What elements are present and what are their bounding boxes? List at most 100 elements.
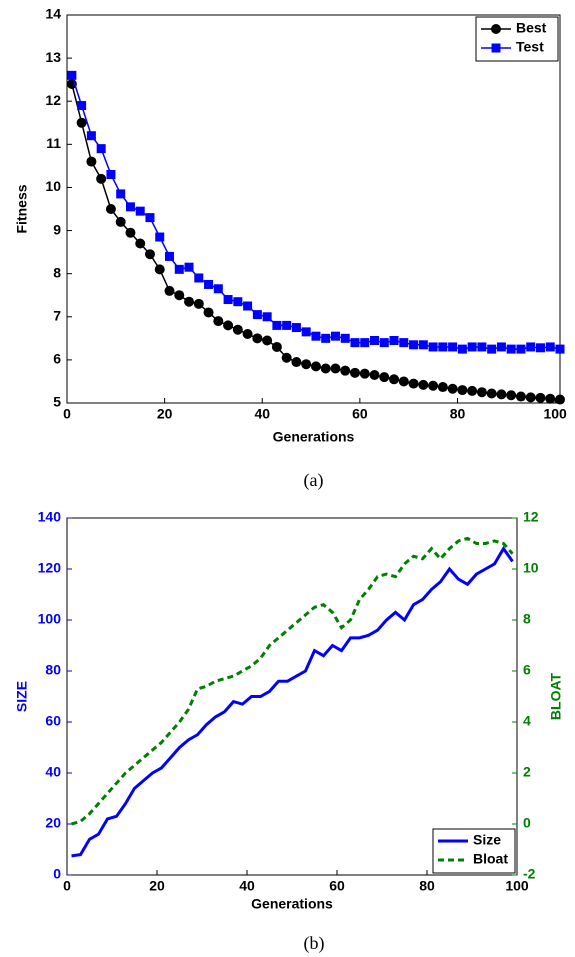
marker: [77, 101, 87, 111]
marker: [448, 342, 458, 352]
marker: [144, 249, 155, 260]
marker: [174, 290, 185, 301]
marker: [457, 385, 468, 396]
y-tick-label: 0: [53, 866, 61, 882]
marker: [310, 361, 321, 372]
plot-frame: [66, 14, 561, 404]
marker: [359, 368, 370, 379]
marker: [291, 323, 301, 333]
marker: [213, 284, 223, 294]
x-tick-label: 60: [329, 878, 345, 894]
marker: [428, 380, 439, 391]
marker: [232, 324, 243, 335]
marker: [252, 310, 262, 320]
marker: [213, 316, 224, 327]
caption: (a): [304, 470, 324, 491]
marker: [301, 327, 311, 337]
marker: [486, 388, 497, 399]
x-tick-label: 40: [254, 406, 270, 422]
marker: [106, 170, 116, 180]
y-tick-label: 8: [53, 264, 61, 280]
legend-label: Size: [473, 832, 501, 848]
series-line: [71, 83, 561, 401]
marker: [379, 372, 390, 383]
y-tick-label: 60: [45, 713, 61, 729]
marker: [555, 394, 565, 405]
marker: [437, 382, 448, 393]
marker: [349, 367, 360, 378]
y-tick-label: 9: [53, 221, 61, 237]
marker: [516, 344, 526, 354]
marker: [203, 307, 214, 318]
y-tick-label: 6: [53, 351, 61, 367]
legend-box: [432, 828, 516, 874]
marker: [545, 342, 555, 352]
marker: [204, 279, 214, 289]
marker: [86, 131, 96, 141]
marker: [184, 262, 194, 272]
y-tick-label: 5: [53, 394, 61, 410]
y2-axis-label: BLOAT: [548, 672, 564, 720]
marker: [96, 173, 107, 184]
y-axis-label: SIZE: [14, 681, 30, 712]
marker: [506, 390, 517, 401]
marker: [262, 335, 273, 346]
y2-tick-label: 10: [523, 560, 539, 576]
legend-marker: [491, 24, 501, 34]
plot-frame: [66, 517, 518, 876]
marker: [535, 343, 545, 353]
marker: [389, 374, 400, 385]
marker: [174, 264, 184, 274]
x-tick-label: 80: [450, 406, 466, 422]
marker: [291, 357, 302, 368]
legend-label: Test: [516, 39, 544, 55]
marker: [457, 344, 467, 354]
marker: [86, 156, 97, 167]
legend-label: Bloat: [473, 851, 508, 867]
marker: [447, 383, 458, 394]
y2-tick-label: 8: [523, 611, 531, 627]
marker: [135, 206, 145, 216]
marker: [467, 385, 478, 396]
marker: [281, 352, 292, 363]
marker: [135, 238, 146, 249]
marker: [418, 340, 428, 350]
marker: [242, 329, 253, 340]
y2-tick-label: 2: [523, 764, 531, 780]
y-tick-label: 11: [46, 135, 61, 151]
marker: [409, 340, 419, 350]
y-tick-label: 13: [45, 49, 61, 65]
x-tick-label: 0: [63, 878, 71, 894]
marker: [360, 338, 370, 348]
legend-label: Best: [516, 20, 547, 36]
legend-marker: [491, 43, 501, 53]
series-line: [71, 536, 514, 826]
marker: [330, 363, 341, 374]
marker: [477, 342, 487, 352]
y-tick-label: 20: [45, 815, 61, 831]
marker: [96, 144, 106, 154]
series-line: [71, 545, 514, 858]
y-tick-label: 10: [45, 178, 61, 194]
marker: [105, 204, 116, 214]
marker: [233, 297, 243, 307]
marker: [116, 189, 126, 199]
y-tick-label: 40: [45, 764, 61, 780]
marker: [67, 70, 77, 80]
marker: [398, 376, 409, 387]
marker: [321, 333, 331, 343]
marker: [125, 227, 136, 238]
marker: [399, 338, 409, 348]
series-line: [71, 75, 561, 350]
marker: [350, 338, 360, 348]
marker: [262, 312, 272, 322]
marker: [184, 296, 195, 307]
marker: [379, 338, 389, 348]
marker: [164, 285, 175, 296]
y-tick-label: 80: [45, 662, 61, 678]
y2-tick-label: -2: [523, 866, 536, 882]
caption: (b): [304, 933, 325, 954]
marker: [487, 344, 497, 354]
marker: [389, 335, 399, 345]
marker: [438, 342, 448, 352]
